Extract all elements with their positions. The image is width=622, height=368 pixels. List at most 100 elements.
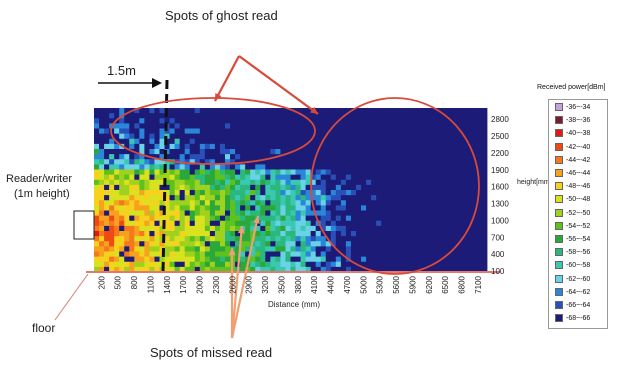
- heatmap-cell: [295, 174, 301, 181]
- heatmap-cell: [401, 149, 407, 155]
- heatmap-cell: [381, 169, 387, 176]
- heatmap-cell: [476, 169, 483, 176]
- heatmap-cell: [129, 123, 135, 129]
- heatmap-cell: [154, 236, 160, 242]
- heatmap-cell: [250, 154, 256, 160]
- heatmap-cell: [255, 205, 261, 211]
- heatmap-cell: [275, 159, 281, 165]
- legend-entry: -46~-44: [555, 169, 590, 180]
- heatmap-cell: [134, 236, 140, 242]
- heatmap-cell: [104, 251, 110, 258]
- heatmap-cell: [250, 184, 256, 191]
- heatmap-cell: [194, 149, 201, 155]
- heatmap-cell: [154, 225, 160, 232]
- heatmap-cell: [431, 179, 438, 186]
- heatmap-cell: [416, 123, 422, 129]
- heatmap-cell: [391, 225, 397, 232]
- heatmap-cell: [109, 266, 115, 273]
- heatmap-cell: [361, 246, 367, 252]
- heatmap-cell: [451, 256, 458, 263]
- heatmap-cell: [356, 241, 362, 247]
- x-tick-label: 7100: [474, 275, 483, 293]
- legend-label: -46~-44: [566, 169, 591, 177]
- heatmap-cell: [104, 231, 110, 237]
- heatmap-cell: [340, 123, 347, 129]
- heatmap-cell: [114, 133, 120, 140]
- heatmap-cell: [391, 128, 397, 135]
- heatmap-cell: [159, 195, 165, 201]
- heatmap-cell: [295, 200, 301, 206]
- heatmap-cell: [204, 266, 211, 273]
- heatmap-cell: [154, 149, 160, 155]
- heatmap-cell: [285, 118, 291, 124]
- heatmap-cell: [361, 215, 367, 222]
- heatmap-cell: [240, 169, 246, 176]
- heatmap-cell: [381, 154, 387, 160]
- missed-read-title: Spots of missed read: [150, 345, 273, 360]
- heatmap-cell: [446, 169, 453, 176]
- heatmap-cell: [416, 195, 422, 201]
- heatmap-cell: [134, 113, 140, 119]
- heatmap-cell: [406, 149, 412, 155]
- heatmap-cell: [300, 200, 307, 206]
- heatmap-cell: [189, 108, 196, 114]
- heatmap-cell: [376, 118, 382, 124]
- heatmap-cell: [225, 195, 231, 201]
- heatmap-cell: [144, 210, 150, 217]
- heatmap-cell: [366, 154, 372, 160]
- heatmap-cell: [386, 205, 392, 211]
- heatmap-cell: [300, 128, 307, 135]
- heatmap-cell: [199, 143, 206, 150]
- heatmap-cell: [476, 225, 483, 232]
- heatmap-cell: [119, 200, 125, 206]
- heatmap-cell: [456, 195, 463, 201]
- heatmap-cell: [345, 123, 352, 129]
- heatmap-cell: [290, 225, 296, 232]
- heatmap-cell: [280, 113, 286, 119]
- heatmap-cell: [320, 236, 327, 242]
- heatmap-cell: [371, 215, 377, 222]
- heatmap-cell: [275, 179, 281, 186]
- heatmap-cell: [381, 225, 387, 232]
- heatmap-cell: [411, 236, 417, 242]
- heatmap-cell: [431, 251, 438, 258]
- heatmap-cell: [270, 225, 276, 232]
- heatmap-cell: [411, 200, 417, 206]
- heatmap-cell: [285, 164, 291, 170]
- heatmap-cell: [431, 143, 438, 150]
- heatmap-cell: [144, 179, 150, 186]
- heatmap-cell: [134, 154, 140, 160]
- heatmap-cell: [421, 159, 427, 165]
- heatmap-cell: [356, 200, 362, 206]
- heatmap-cell: [114, 236, 120, 242]
- heatmap-cell: [481, 241, 488, 247]
- heatmap-cell: [340, 128, 347, 135]
- heatmap-cell: [149, 251, 155, 258]
- heatmap-cell: [431, 200, 438, 206]
- heatmap-cell: [345, 108, 352, 114]
- heatmap-cell: [169, 256, 176, 263]
- heatmap-cell: [270, 205, 276, 211]
- heatmap-cell: [209, 118, 216, 124]
- x-tick-label: 2300: [212, 275, 221, 293]
- heatmap-cell: [94, 133, 100, 140]
- heatmap-cell: [245, 266, 251, 273]
- heatmap-cell: [240, 200, 246, 206]
- heatmap-cell: [225, 174, 231, 181]
- heatmap-cell: [446, 190, 453, 196]
- heatmap-cell: [471, 246, 478, 252]
- heatmap-cell: [391, 174, 397, 181]
- heatmap-cell: [345, 149, 352, 155]
- heatmap-cell: [255, 190, 261, 196]
- heatmap-cell: [361, 179, 367, 186]
- y-tick-label: 1000: [491, 216, 509, 225]
- heatmap-cell: [476, 256, 483, 263]
- heatmap-cell: [204, 220, 211, 227]
- heatmap-cell: [209, 108, 216, 114]
- heatmap-cell: [240, 154, 246, 160]
- heatmap-cell: [134, 108, 140, 114]
- heatmap-cell: [451, 241, 458, 247]
- heatmap-cell: [340, 236, 347, 242]
- heatmap-cell: [386, 231, 392, 237]
- heatmap-cell: [209, 205, 216, 211]
